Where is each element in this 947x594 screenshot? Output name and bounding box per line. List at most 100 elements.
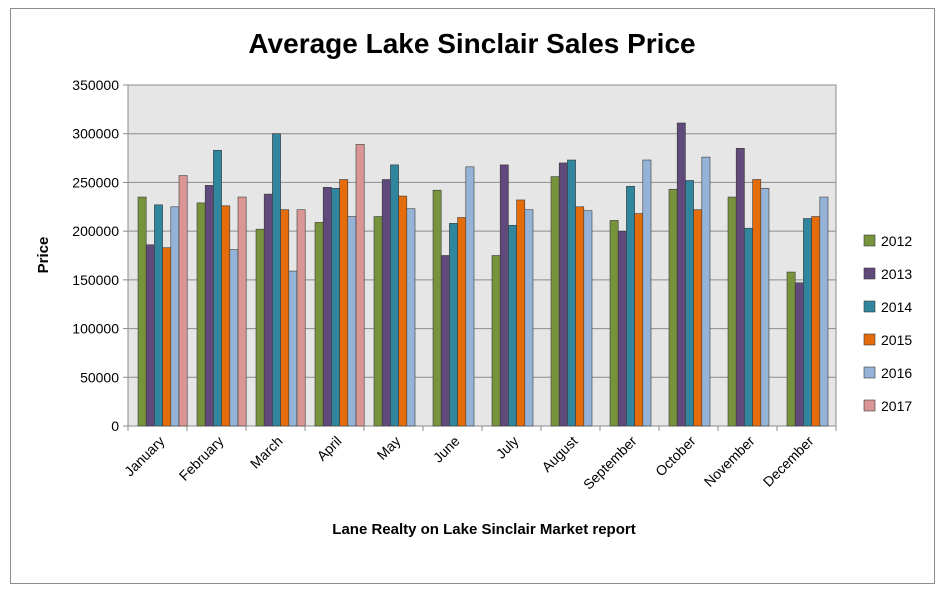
bar-february-2017 [237,196,247,427]
bar-june-2016 [465,166,475,427]
bar-june-2012 [432,189,442,427]
y-tick-label: 350000 [72,77,119,93]
legend-swatch-2015 [863,333,876,346]
bar-november-2015 [752,179,762,427]
bar-december-2016 [819,196,829,427]
y-tick-label: 0 [111,418,119,434]
bar-june-2015 [457,217,467,427]
bar-november-2012 [727,196,737,427]
y-tick-label: 50000 [80,369,119,385]
legend-swatch-2012 [863,234,876,247]
bar-december-2013 [794,282,804,427]
bar-march-2012 [255,228,265,427]
x-tick-label: November [701,433,758,490]
bar-september-2015 [634,213,644,427]
bar-july-2014 [508,224,517,427]
bar-june-2014 [449,223,458,427]
bar-august-2012 [550,176,560,427]
bar-february-2013 [204,185,214,427]
bar-february-2015 [221,205,231,427]
legend-label-2014: 2014 [881,299,912,315]
legend-label-2016: 2016 [881,365,912,381]
y-tick-label: 150000 [72,272,119,288]
bar-april-2015 [339,179,349,427]
bar-august-2013 [558,162,568,427]
x-tick-label: February [176,433,227,484]
bar-november-2013 [735,148,745,427]
bar-april-2013 [322,187,332,427]
bar-march-2014 [272,133,281,427]
x-tick-label: August [538,433,580,475]
bar-may-2016 [406,208,416,427]
legend-label-2013: 2013 [881,266,912,282]
bar-march-2016 [288,270,298,427]
chart-title: Average Lake Sinclair Sales Price [248,28,695,59]
bar-may-2013 [381,179,391,427]
bar-november-2014 [744,227,753,427]
y-tick-label: 250000 [72,174,119,190]
bar-january-2017 [178,175,188,427]
x-tick-label: January [121,433,168,480]
bar-january-2016 [170,206,180,427]
bar-october-2016 [701,156,711,427]
bar-october-2012 [668,188,678,427]
bar-august-2016 [583,210,593,427]
y-axis-label: Price [35,237,52,274]
x-tick-label: December [760,433,817,490]
bar-september-2012 [609,220,619,427]
bar-november-2016 [760,187,770,427]
x-tick-label: September [580,433,640,493]
bar-january-2015 [162,247,172,427]
x-tick-label: July [493,433,522,462]
y-tick-label: 200000 [72,223,119,239]
legend-swatch-2014 [863,300,876,313]
bar-september-2013 [617,230,627,427]
x-tick-label: October [652,433,699,480]
bar-july-2015 [516,199,526,427]
legend-swatch-2017 [863,399,876,412]
bar-april-2012 [314,222,324,427]
bar-january-2013 [145,244,155,427]
bar-july-2012 [491,255,501,427]
legend: 2012 2013 2014 2015 2016 2017 [863,233,912,414]
bar-september-2014 [626,186,635,427]
bar-january-2012 [137,196,147,427]
bar-march-2013 [263,193,273,427]
x-tick-label: May [374,433,404,463]
legend-swatch-2013 [863,267,876,280]
x-axis-ticks: January February March April May June July Augu… [121,426,837,493]
bar-february-2016 [229,249,239,427]
bar-july-2013 [499,164,509,427]
bar-june-2013 [440,255,450,427]
bar-september-2016 [642,159,652,427]
bar-december-2012 [786,271,796,427]
legend-label-2015: 2015 [881,332,912,348]
x-tick-label: April [313,433,344,464]
bar-august-2014 [567,159,576,427]
bar-december-2014 [803,218,812,427]
legend-label-2012: 2012 [881,233,912,249]
y-axis-ticks: 0 50000 100000 150000 200000 250000 300000 3500… [72,77,128,434]
bar-may-2015 [398,195,408,427]
bar-february-2012 [196,202,206,427]
bar-april-2016 [347,216,357,427]
bar-may-2012 [373,216,383,427]
x-axis-label: Lane Realty on Lake Sinclair Market repo… [332,521,635,538]
bar-august-2015 [575,206,585,427]
x-tick-label: June [430,433,463,466]
legend-swatch-2016 [863,366,876,379]
bar-march-2015 [280,209,290,427]
legend-label-2017: 2017 [881,398,912,414]
y-tick-label: 300000 [72,126,119,142]
y-tick-label: 100000 [72,321,119,337]
bar-february-2014 [213,149,222,427]
bar-october-2013 [676,122,686,427]
bar-april-2014 [331,187,340,427]
bar-december-2015 [811,216,821,427]
x-tick-label: March [247,433,286,472]
bar-july-2016 [524,209,534,427]
bar-may-2014 [390,164,399,427]
bars [137,122,829,427]
bar-march-2017 [296,209,306,427]
